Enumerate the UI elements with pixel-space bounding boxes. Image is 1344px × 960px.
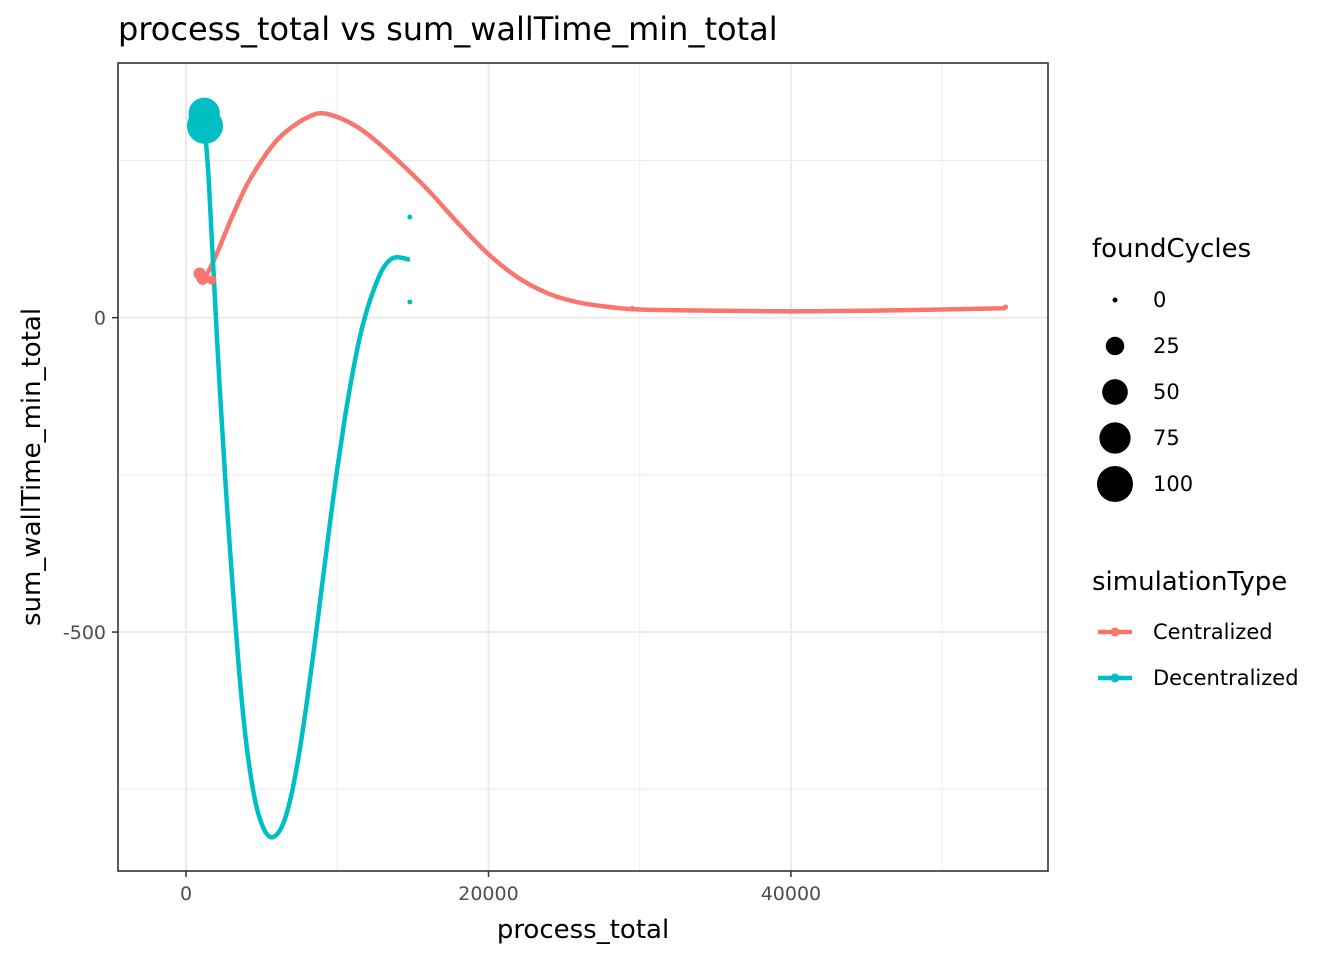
x-axis-title: process_total — [497, 915, 669, 945]
y-axis: 0 -500 — [63, 308, 118, 644]
data-point-decentralized — [407, 214, 413, 220]
size-legend-key — [1112, 297, 1118, 303]
color-legend: simulationType Centralized Decentralized — [1092, 567, 1299, 690]
data-point-decentralized — [407, 299, 413, 305]
plot-border — [117, 62, 1049, 872]
chart-title: process_total vs sum_wallTime_min_total — [118, 10, 778, 48]
size-legend: foundCycles 0 25 50 75 100 — [1092, 234, 1251, 502]
color-legend-dot — [1110, 627, 1120, 637]
size-legend-label: 0 — [1153, 288, 1166, 312]
smooth-line-decentralized — [202, 128, 411, 840]
color-legend-label: Decentralized — [1153, 666, 1299, 690]
data-point-centralized — [207, 275, 217, 285]
y-tick-label: -500 — [63, 622, 106, 644]
x-tick-label: 20000 — [458, 883, 518, 905]
color-legend-title: simulationType — [1092, 567, 1287, 597]
size-legend-key — [1102, 379, 1128, 405]
size-legend-key — [1097, 466, 1133, 502]
data-point-centralized — [629, 305, 635, 311]
size-legend-label: 75 — [1153, 426, 1180, 450]
data-point-centralized — [196, 272, 209, 285]
size-legend-key — [1105, 336, 1125, 356]
smooth-line-centralized — [200, 111, 1006, 314]
y-axis-title: sum_wallTime_min_total — [17, 308, 47, 626]
size-legend-label: 50 — [1153, 380, 1180, 404]
data-point-decentralized — [186, 107, 223, 144]
color-legend-dot — [1110, 673, 1120, 683]
color-legend-label: Centralized — [1153, 620, 1273, 644]
grid-major — [118, 63, 1048, 871]
grid-minor — [118, 63, 1048, 871]
size-legend-key — [1099, 422, 1131, 454]
plot-background — [118, 63, 1048, 871]
size-legend-label: 25 — [1153, 334, 1180, 358]
size-legend-title: foundCycles — [1092, 234, 1251, 264]
data-points — [186, 97, 1009, 311]
y-tick-label: 0 — [94, 308, 106, 330]
x-tick-label: 0 — [180, 883, 192, 905]
size-legend-label: 100 — [1153, 472, 1193, 496]
size-legend-items: 0 25 50 75 100 — [1097, 288, 1193, 502]
x-tick-label: 40000 — [761, 883, 821, 905]
color-legend-items: Centralized Decentralized — [1098, 620, 1299, 690]
x-axis: 0 20000 40000 — [180, 871, 821, 905]
smooth-lines — [200, 111, 1006, 840]
plot-panel — [117, 62, 1049, 872]
data-point-centralized — [1003, 304, 1009, 310]
